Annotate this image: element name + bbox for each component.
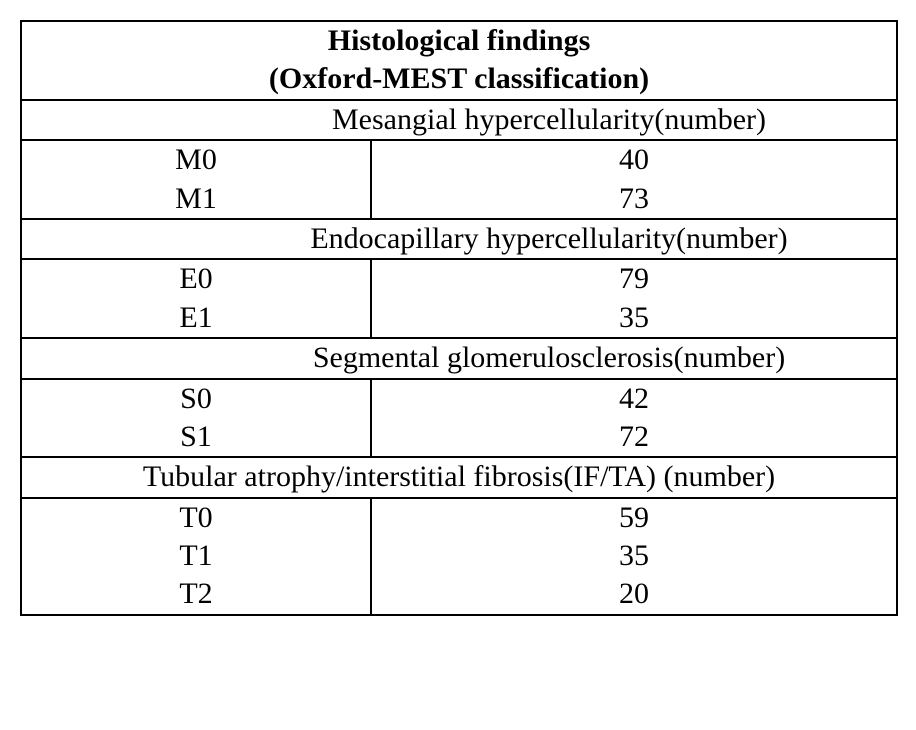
table-row: E1 35 [21, 299, 897, 338]
table-row: E0 79 [21, 259, 897, 298]
table-title: Histological findings (Oxford-MEST class… [21, 21, 897, 100]
row-label: S0 [21, 379, 371, 418]
row-value: 20 [371, 575, 897, 614]
row-label: T1 [21, 537, 371, 575]
row-label: T0 [21, 498, 371, 537]
row-value: 35 [371, 299, 897, 338]
row-value: 73 [371, 180, 897, 219]
table-row: M1 73 [21, 180, 897, 219]
row-value: 72 [371, 418, 897, 457]
section-heading-tubular: Tubular atrophy/interstitial fibrosis(IF… [21, 457, 897, 497]
section-heading-segmental: Segmental glomerulosclerosis(number) [21, 338, 897, 378]
section-heading-endocapillary: Endocapillary hypercellularity(number) [21, 219, 897, 259]
title-line-2: (Oxford-MEST classification) [269, 62, 649, 95]
row-value: 35 [371, 537, 897, 575]
row-label: E1 [21, 299, 371, 338]
table-row: T2 20 [21, 575, 897, 614]
title-line-1: Histological findings [328, 24, 591, 57]
row-value: 79 [371, 259, 897, 298]
row-label: S1 [21, 418, 371, 457]
row-label: E0 [21, 259, 371, 298]
row-value: 59 [371, 498, 897, 537]
table-row: S1 72 [21, 418, 897, 457]
row-value: 42 [371, 379, 897, 418]
histology-table: Histological findings (Oxford-MEST class… [20, 20, 898, 616]
row-label: M1 [21, 180, 371, 219]
row-value: 40 [371, 140, 897, 179]
row-label: M0 [21, 140, 371, 179]
table-row: S0 42 [21, 379, 897, 418]
row-label: T2 [21, 575, 371, 614]
table-row: T1 35 [21, 537, 897, 575]
section-heading-mesangial: Mesangial hypercellularity(number) [21, 100, 897, 140]
table-row: T0 59 [21, 498, 897, 537]
table-row: M0 40 [21, 140, 897, 179]
